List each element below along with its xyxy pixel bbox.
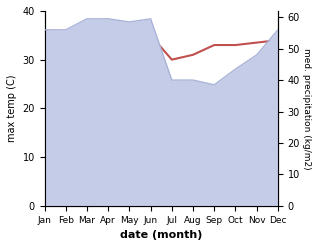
Y-axis label: med. precipitation (kg/m2): med. precipitation (kg/m2) <box>302 48 311 169</box>
Y-axis label: max temp (C): max temp (C) <box>7 75 17 142</box>
X-axis label: date (month): date (month) <box>120 230 203 240</box>
